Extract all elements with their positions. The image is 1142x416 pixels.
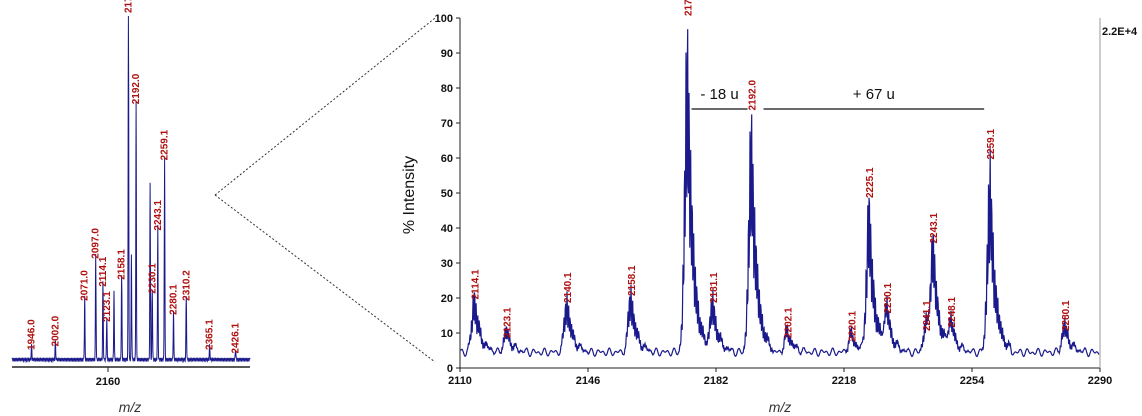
peak-label: 2158.1 — [627, 265, 638, 296]
shift-annotation: - 18 u — [700, 86, 738, 103]
x-tick-label: 2290 — [1088, 375, 1112, 387]
y-tick-label: 70 — [441, 118, 453, 130]
inset-peak-label: 2158.1 — [117, 249, 128, 280]
x-tick-label: 2146 — [576, 375, 600, 387]
y-tick-label: 10 — [441, 328, 453, 340]
y-tick-label: 20 — [441, 293, 453, 305]
peak-label: 2114.1 — [471, 269, 482, 299]
peak-label: 2280.1 — [1061, 300, 1072, 331]
y-ticks: 0 10 20 30 40 50 60 70 80 90 100 — [435, 13, 460, 375]
peak-label: 2243.1 — [929, 212, 940, 243]
y-tick-label: 40 — [441, 223, 453, 235]
peak-label: 2123.1 — [503, 307, 514, 338]
x-tick-label: 2182 — [704, 375, 728, 387]
x-tick-label: 2254 — [960, 375, 985, 387]
peak-label: 2181.1 — [709, 272, 720, 303]
inset-peak-label: 2192.0 — [131, 73, 142, 104]
inset-peak-label: 2123.1 — [102, 291, 113, 322]
peak-label: 2192.0 — [748, 79, 759, 110]
x-tick-label: 2110 — [448, 375, 472, 387]
peak-label: 2140.1 — [563, 272, 574, 303]
x-ticks: 2110 2146 2182 2218 2254 2290 — [448, 368, 1112, 387]
peak-labels: 2114.1 2123.1 2140.1 2158.1 2174.0 2181.1 2192… — [471, 0, 1072, 342]
inset-peak-label: 2243.1 — [153, 200, 164, 231]
zoom-connector-top — [214, 17, 436, 196]
y-axis-title: % Intensity — [401, 156, 418, 234]
spectrum-trace — [460, 29, 1100, 358]
peak-label: 2174.0 — [684, 0, 695, 16]
peak-label: 2248.1 — [947, 296, 958, 327]
inset-peak-label: 2002.0 — [50, 315, 61, 346]
y-tick-label: 60 — [441, 153, 453, 165]
peak-label: 2241.1 — [922, 300, 933, 331]
inset-peak-label: 2114.1 — [98, 256, 109, 286]
inset-peak-label: 2097.0 — [91, 228, 102, 259]
shift-annotation: + 67 u — [853, 86, 895, 103]
peak-label: 2225.1 — [865, 167, 876, 198]
inset-peak-label: 2174.0 — [123, 0, 134, 13]
inset-peak-label: 2230.1 — [147, 263, 158, 294]
y-tick-label: 0 — [447, 363, 453, 375]
x-tick-label: 2218 — [832, 375, 856, 387]
inset-peak-label: 2365.1 — [205, 319, 216, 350]
peak-label: 2220.1 — [847, 310, 858, 341]
inset-x-axis-title: m/z — [119, 399, 142, 415]
inset-peak-label: 2280.1 — [169, 284, 180, 315]
y-tick-label: 50 — [441, 188, 453, 200]
x-axis-title: m/z — [769, 399, 792, 415]
y-tick-label: 80 — [441, 83, 453, 95]
y-tick-label: 30 — [441, 258, 453, 270]
inset-peak-label: 2259.1 — [160, 129, 171, 160]
inset-peak-label: 2426.1 — [231, 322, 242, 353]
peak-label: 2202.1 — [783, 307, 794, 338]
peak-label: 2230.1 — [883, 282, 894, 313]
inset-peak-label: 2071.0 — [80, 270, 91, 301]
inset-peak-label: 1946.0 — [27, 319, 38, 350]
inset-spectrum-trace — [11, 15, 251, 364]
mass-shift-annotations: - 18 u + 67 u — [691, 86, 985, 110]
inset-peak-label: 2310.2 — [181, 270, 192, 301]
y-tick-label: 90 — [441, 48, 453, 60]
inset-x-tick: 2160 — [96, 376, 120, 388]
peak-label: 2259.1 — [986, 128, 997, 159]
max-intensity-label: 2.2E+4 — [1102, 26, 1138, 38]
y-tick-label: 100 — [435, 13, 453, 25]
